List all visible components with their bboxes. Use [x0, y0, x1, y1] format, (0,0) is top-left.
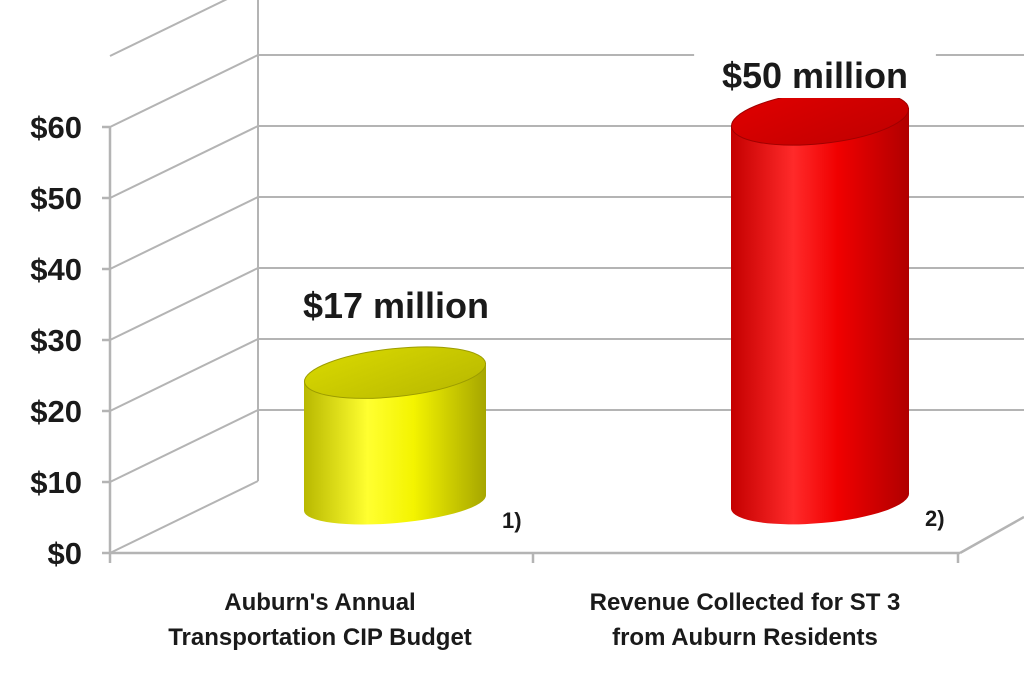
footnote-label: 2): [925, 506, 945, 531]
gridline-side: [109, 0, 228, 57]
bar: [303, 346, 487, 525]
floor-right-edge: [959, 515, 1024, 555]
x-category-label: Revenue Collected for ST 3: [590, 589, 901, 616]
bar: [730, 89, 910, 525]
y-tick-label: $60: [30, 110, 82, 145]
data-label: $50 million: [722, 55, 908, 96]
y-tick-label: $20: [30, 394, 82, 429]
y-tick-label: $0: [48, 536, 82, 571]
axes: $0 $10 $20 $30 $40 $50 $60: [30, 110, 1024, 571]
data-label-bg: [275, 284, 517, 328]
gridline-side: [109, 409, 259, 483]
y-tick-label: $30: [30, 323, 82, 358]
labels: 1) 2) $17 million $50 million Auburn's Annua…: [168, 54, 945, 651]
y-tick-label: $40: [30, 252, 82, 287]
gridline-side: [109, 125, 259, 199]
bars: [303, 89, 910, 525]
gridline-side: [109, 480, 259, 554]
x-category-label: Transportation CIP Budget: [168, 624, 472, 651]
x-category-label: Auburn's Annual: [224, 589, 415, 616]
bar-body: [731, 109, 910, 525]
x-category-label: from Auburn Residents: [612, 624, 878, 651]
y-tick-label: $10: [30, 465, 82, 500]
data-label-bg: [694, 54, 936, 98]
bar-body: [304, 364, 487, 525]
gridline-side: [109, 196, 259, 270]
gridline-side: [109, 267, 259, 341]
footnote-label: 1): [502, 508, 522, 533]
gridline-side: [109, 54, 259, 128]
gridline-side: [109, 338, 259, 412]
y-tick-label: $50: [30, 181, 82, 216]
bar-top: [303, 346, 487, 399]
data-label: $17 million: [303, 285, 489, 326]
